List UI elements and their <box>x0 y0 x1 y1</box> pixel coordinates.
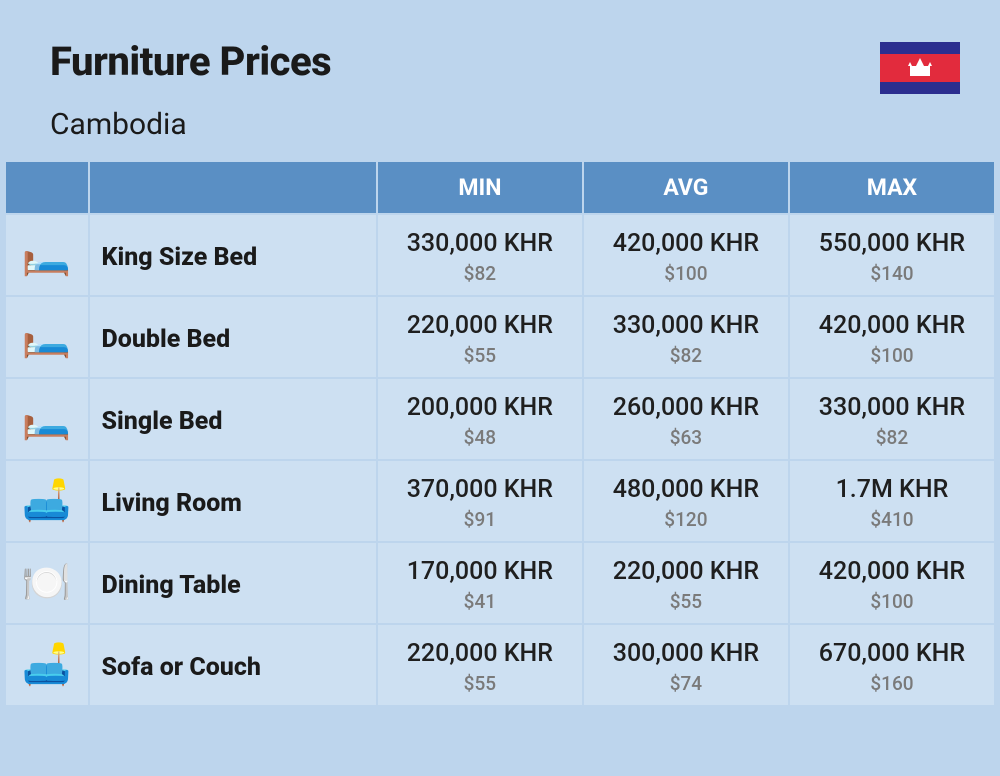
item-name: Living Room <box>90 461 376 541</box>
table-row: 🛋️Living Room 370,000 KHR $91 480,000 KHR $1… <box>6 461 994 541</box>
min-usd: $82 <box>384 262 576 285</box>
max-khr: 550,000 KHR <box>796 229 988 258</box>
item-icon: 🛏️ <box>6 297 88 377</box>
min-usd: $55 <box>384 344 576 367</box>
table-row: 🛏️Double Bed 220,000 KHR $55 330,000 KHR $82… <box>6 297 994 377</box>
table-row: 🛏️Single Bed 200,000 KHR $48 260,000 KHR $63… <box>6 379 994 459</box>
table-row: 🛏️King Size Bed 330,000 KHR $82 420,000 KHR… <box>6 215 994 295</box>
cell-max: 330,000 KHR $82 <box>790 379 994 459</box>
item-icon: 🛏️ <box>6 379 88 459</box>
table-header-row: MIN AVG MAX <box>6 162 994 213</box>
min-khr: 330,000 KHR <box>384 229 576 258</box>
cell-avg: 260,000 KHR $63 <box>584 379 788 459</box>
min-khr: 220,000 KHR <box>384 639 576 668</box>
avg-khr: 480,000 KHR <box>590 475 782 504</box>
cell-min: 200,000 KHR $48 <box>378 379 582 459</box>
cell-min: 170,000 KHR $41 <box>378 543 582 623</box>
cell-avg: 330,000 KHR $82 <box>584 297 788 377</box>
avg-khr: 330,000 KHR <box>590 311 782 340</box>
cell-max: 670,000 KHR $160 <box>790 625 994 705</box>
cell-max: 550,000 KHR $140 <box>790 215 994 295</box>
cell-min: 330,000 KHR $82 <box>378 215 582 295</box>
avg-khr: 220,000 KHR <box>590 557 782 586</box>
cell-avg: 420,000 KHR $100 <box>584 215 788 295</box>
cell-min: 220,000 KHR $55 <box>378 297 582 377</box>
item-icon: 🛋️ <box>6 625 88 705</box>
item-name: Dining Table <box>90 543 376 623</box>
item-name: Double Bed <box>90 297 376 377</box>
page-title: Furniture Prices <box>50 38 950 85</box>
cell-max: 420,000 KHR $100 <box>790 297 994 377</box>
min-khr: 200,000 KHR <box>384 393 576 422</box>
table-row: 🍽️Dining Table 170,000 KHR $41 220,000 KHR $… <box>6 543 994 623</box>
flag-icon <box>880 42 960 94</box>
item-icon: 🍽️ <box>6 543 88 623</box>
cell-max: 420,000 KHR $100 <box>790 543 994 623</box>
avg-khr: 300,000 KHR <box>590 639 782 668</box>
col-item <box>90 162 376 213</box>
avg-usd: $55 <box>590 590 782 613</box>
cell-min: 370,000 KHR $91 <box>378 461 582 541</box>
min-khr: 170,000 KHR <box>384 557 576 586</box>
table-row: 🛋️Sofa or Couch 220,000 KHR $55 300,000 KHR… <box>6 625 994 705</box>
item-name: King Size Bed <box>90 215 376 295</box>
avg-usd: $120 <box>590 508 782 531</box>
col-icon <box>6 162 88 213</box>
max-khr: 670,000 KHR <box>796 639 988 668</box>
col-avg: AVG <box>584 162 788 213</box>
max-khr: 420,000 KHR <box>796 311 988 340</box>
max-usd: $160 <box>796 672 988 695</box>
max-khr: 330,000 KHR <box>796 393 988 422</box>
item-icon: 🛋️ <box>6 461 88 541</box>
col-max: MAX <box>790 162 994 213</box>
cell-min: 220,000 KHR $55 <box>378 625 582 705</box>
min-usd: $55 <box>384 672 576 695</box>
max-khr: 420,000 KHR <box>796 557 988 586</box>
max-usd: $140 <box>796 262 988 285</box>
avg-khr: 260,000 KHR <box>590 393 782 422</box>
max-usd: $100 <box>796 590 988 613</box>
cell-avg: 300,000 KHR $74 <box>584 625 788 705</box>
col-min: MIN <box>378 162 582 213</box>
cell-max: 1.7M KHR $410 <box>790 461 994 541</box>
avg-usd: $74 <box>590 672 782 695</box>
min-usd: $41 <box>384 590 576 613</box>
avg-usd: $82 <box>590 344 782 367</box>
max-usd: $82 <box>796 426 988 449</box>
min-khr: 370,000 KHR <box>384 475 576 504</box>
min-usd: $48 <box>384 426 576 449</box>
avg-khr: 420,000 KHR <box>590 229 782 258</box>
avg-usd: $63 <box>590 426 782 449</box>
cell-avg: 480,000 KHR $120 <box>584 461 788 541</box>
avg-usd: $100 <box>590 262 782 285</box>
cell-avg: 220,000 KHR $55 <box>584 543 788 623</box>
prices-table: MIN AVG MAX 🛏️King Size Bed330,000 KHR$8… <box>0 160 1000 707</box>
header: Furniture Prices Cambodia <box>0 0 1000 160</box>
item-name: Single Bed <box>90 379 376 459</box>
max-usd: $100 <box>796 344 988 367</box>
item-name: Sofa or Couch <box>90 625 376 705</box>
max-usd: $410 <box>796 508 988 531</box>
min-khr: 220,000 KHR <box>384 311 576 340</box>
min-usd: $91 <box>384 508 576 531</box>
page-subtitle: Cambodia <box>50 107 950 142</box>
item-icon: 🛏️ <box>6 215 88 295</box>
max-khr: 1.7M KHR <box>796 475 988 504</box>
